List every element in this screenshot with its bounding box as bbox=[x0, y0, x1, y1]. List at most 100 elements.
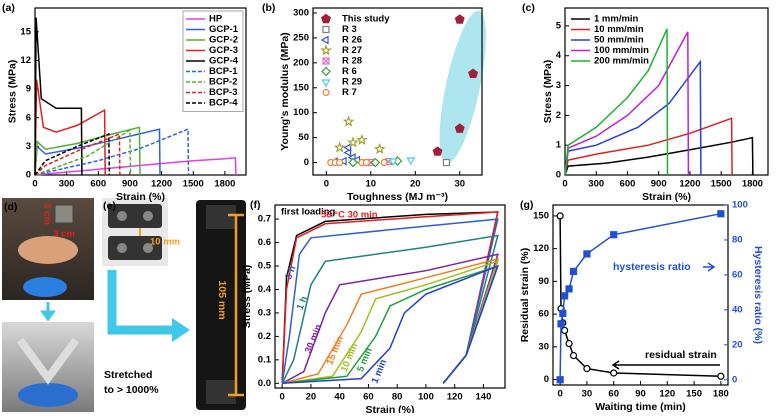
y-tick-label: 6 bbox=[26, 112, 31, 123]
x-tick-label: 20 bbox=[306, 392, 317, 403]
x-tick-label: 900 bbox=[651, 179, 667, 190]
y-tick-label: 90 bbox=[538, 276, 549, 287]
series-line bbox=[34, 156, 237, 176]
marker bbox=[569, 267, 578, 276]
marker bbox=[610, 231, 618, 239]
x-tick-label: 0 bbox=[280, 392, 285, 403]
legend-label: BCP-3 bbox=[209, 87, 238, 98]
x-tick-label: 150 bbox=[686, 389, 702, 400]
x-tick-label: 1500 bbox=[711, 179, 732, 190]
y-tick-label: 0.3 bbox=[258, 307, 271, 318]
series-line bbox=[34, 17, 83, 176]
x-tick-label: 100 bbox=[418, 392, 434, 403]
x-axis-title: Waiting time (min) bbox=[595, 401, 686, 413]
x-tick-label: 90 bbox=[635, 389, 646, 400]
marker bbox=[322, 25, 330, 34]
y-tick-label: 5 bbox=[556, 20, 562, 31]
x-tick-label: 10 bbox=[366, 179, 377, 190]
x-tick-label: 600 bbox=[620, 179, 636, 190]
x-tick-label: 20 bbox=[410, 179, 421, 190]
series-line bbox=[34, 79, 106, 176]
marker bbox=[583, 365, 591, 373]
marker bbox=[557, 320, 565, 328]
series-line bbox=[281, 218, 499, 384]
marker bbox=[559, 309, 567, 317]
x-tick-label: 0 bbox=[324, 179, 329, 190]
legend-label: GCP-3 bbox=[209, 45, 238, 56]
x-tick-label: 0 bbox=[557, 389, 562, 400]
x-tick-label: 900 bbox=[122, 179, 138, 190]
y-axis-title: Residual strain (%) bbox=[519, 248, 531, 343]
series-line bbox=[34, 126, 141, 176]
marker bbox=[373, 142, 386, 155]
marker bbox=[355, 133, 368, 146]
series-line bbox=[281, 234, 499, 384]
marker bbox=[717, 372, 725, 380]
series-line bbox=[282, 264, 500, 385]
legend-label: 100 mm/min bbox=[594, 45, 649, 56]
legend-label: BCP-2 bbox=[209, 77, 238, 88]
y-tick-label: 30 bbox=[538, 341, 549, 352]
y-tick-label: 120 bbox=[533, 243, 549, 254]
marker bbox=[610, 369, 618, 377]
marker bbox=[565, 339, 573, 348]
y-tick-label: 0 bbox=[26, 170, 31, 181]
x-tick-label: 30 bbox=[454, 179, 465, 190]
legend-label: HP bbox=[209, 14, 223, 25]
marker bbox=[583, 250, 591, 258]
marker bbox=[321, 66, 331, 77]
y-tick-label: 0 bbox=[304, 157, 309, 168]
y-tick-label: 200 bbox=[293, 57, 309, 68]
plot-frame bbox=[564, 7, 769, 176]
marker bbox=[322, 57, 330, 65]
y-tick-label: 1 bbox=[556, 140, 562, 151]
marker bbox=[320, 35, 329, 45]
marker bbox=[561, 292, 569, 300]
legend-label: 10 mm/min bbox=[594, 24, 644, 35]
legend-label: 200 mm/min bbox=[594, 56, 649, 67]
series-line bbox=[564, 59, 702, 176]
width-label: 3 cm bbox=[53, 229, 75, 240]
y-tick-label: 0.7 bbox=[258, 214, 271, 225]
caption: Stretched bbox=[104, 369, 152, 381]
y-tick-label: 0 bbox=[544, 374, 549, 385]
y2-tick-label: 80 bbox=[732, 234, 743, 245]
x-axis-title: Strain (%) bbox=[365, 404, 414, 413]
y-axis-title: Stress (MPa) bbox=[7, 60, 19, 124]
y-tick-label: 0.2 bbox=[258, 331, 271, 342]
marker bbox=[569, 351, 578, 360]
annotation-arrow bbox=[611, 360, 720, 370]
y-tick-label: 150 bbox=[293, 82, 309, 93]
panel-label: (e) bbox=[103, 200, 116, 212]
series-annotation: hysteresis ratio bbox=[613, 261, 691, 273]
plot-frame bbox=[274, 204, 506, 389]
x-tick-label: 300 bbox=[59, 179, 75, 190]
y-tick-label: 0.5 bbox=[258, 261, 272, 272]
marker bbox=[565, 285, 573, 293]
marker bbox=[442, 158, 451, 167]
x-tick-label: 600 bbox=[90, 179, 106, 190]
legend-label: This study bbox=[342, 14, 390, 25]
y-tick-label: 300 bbox=[293, 8, 309, 19]
y2-tick-label: 20 bbox=[732, 339, 743, 350]
marker bbox=[556, 376, 564, 384]
y-tick-label: 0.6 bbox=[258, 237, 271, 248]
chart: 0 30 60 90 120 150 180030609012015002040608010… bbox=[519, 199, 764, 413]
series-label: 1 min bbox=[370, 358, 390, 385]
y-tick-label: 50 bbox=[298, 132, 309, 143]
legend-label: 50 mm/min bbox=[594, 35, 644, 46]
x-tick-label: 140 bbox=[476, 392, 492, 403]
x-tick-label: 60 bbox=[608, 389, 619, 400]
panel-label: (g) bbox=[520, 199, 533, 211]
x-tick-label: 300 bbox=[588, 179, 604, 190]
x-tick-label: 40 bbox=[334, 392, 345, 403]
marker bbox=[320, 44, 332, 56]
y-tick-label: 2 bbox=[556, 110, 561, 121]
marker bbox=[321, 79, 331, 88]
y2-tick-label: 40 bbox=[732, 304, 743, 315]
y-tick-label: 150 bbox=[533, 210, 549, 221]
marker bbox=[468, 68, 479, 79]
y2-tick-label: 0 bbox=[732, 374, 737, 385]
